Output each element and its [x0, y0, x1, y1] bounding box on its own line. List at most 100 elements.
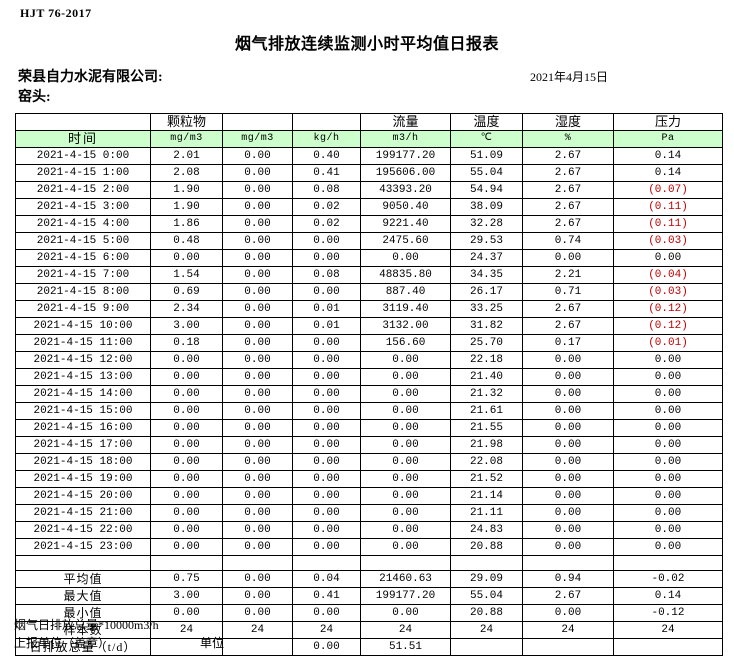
header-unit-flow: m3/h: [360, 130, 451, 148]
table-row: 2021-4-15 12:00 0.00 0.00 0.00 0.00 22.18 0.00…: [15, 351, 723, 369]
cell-particulate-rate: 0.00: [292, 385, 361, 403]
cell-flow: 0.00: [360, 419, 451, 437]
cell-particulate-std: 0.00: [222, 587, 293, 605]
table-row: 2021-4-15 10:00 3.00 0.00 0.01 3132.00 31.82 2…: [15, 317, 723, 335]
cell-particulate-rate: 24: [292, 621, 361, 639]
table-row: 2021-4-15 9:00 2.34 0.00 0.01 3119.40 33.25 2.…: [15, 300, 723, 318]
cell-particulate-conc: 0.00: [150, 470, 223, 488]
cell-temperature: 20.88: [450, 538, 523, 556]
cell-particulate-std: 0.00: [222, 198, 293, 216]
cell-temperature: 21.40: [450, 368, 523, 386]
cell-particulate-conc: 3.00: [150, 317, 223, 335]
cell-particulate-conc: 0.00: [150, 368, 223, 386]
cell-temperature: 33.25: [450, 300, 523, 318]
table-row: 2021-4-15 15:00 0.00 0.00 0.00 0.00 21.61 0.00…: [15, 402, 723, 420]
footnote-reporter: 上报单位（盖章）: [14, 636, 111, 650]
cell-particulate-std: 0.00: [222, 215, 293, 233]
table-row: 2021-4-15 7:00 1.54 0.00 0.08 48835.80 34.35 2…: [15, 266, 723, 284]
cell-particulate-std: 0.00: [222, 487, 293, 505]
cell-flow: 21460.63: [360, 570, 451, 588]
cell-particulate-rate: 0.01: [292, 300, 361, 318]
cell-particulate-std: 0.00: [222, 147, 293, 165]
cell-temperature: 32.28: [450, 215, 523, 233]
cell-particulate-conc: 0.00: [150, 487, 223, 505]
cell-temperature: 21.14: [450, 487, 523, 505]
cell-time: 2021-4-15 22:00: [15, 521, 151, 539]
cell-flow: 195606.00: [360, 164, 451, 182]
cell-flow: 0.00: [360, 368, 451, 386]
cell-particulate-rate: 0.00: [292, 351, 361, 369]
cell-pressure: 0.14: [613, 164, 723, 182]
cell-temperature: 20.88: [450, 604, 523, 622]
table-row: 2021-4-15 13:00 0.00 0.00 0.00 0.00 21.40 0.00…: [15, 368, 723, 386]
header-group-pressure: 压力: [613, 113, 723, 131]
cell-temperature: 25.70: [450, 334, 523, 352]
cell-particulate-conc: 1.86: [150, 215, 223, 233]
cell-pressure: (0.11): [613, 215, 723, 233]
spacer-cell: [150, 555, 223, 571]
cell-particulate-std: 24: [222, 621, 293, 639]
cell-particulate-conc: 0.00: [150, 419, 223, 437]
cell-time: 2021-4-15 4:00: [15, 215, 151, 233]
cell-time: 2021-4-15 6:00: [15, 249, 151, 267]
cell-temperature: 22.18: [450, 351, 523, 369]
header-unit-temperature: ℃: [450, 130, 523, 148]
cell-humidity: 2.67: [522, 300, 614, 318]
cell-particulate-rate: 0.00: [292, 487, 361, 505]
cell-pressure: 0.14: [613, 147, 723, 165]
standard-code: HJT 76-2017: [20, 6, 92, 20]
cell-particulate-std: 0.00: [222, 436, 293, 454]
cell-temperature: [450, 638, 523, 656]
cell-flow: 0.00: [360, 385, 451, 403]
cell-humidity: 24: [522, 621, 614, 639]
cell-particulate-std: 0.00: [222, 604, 293, 622]
cell-pressure: (0.04): [613, 266, 723, 284]
cell-particulate-std: 0.00: [222, 453, 293, 471]
cell-time: 2021-4-15 10:00: [15, 317, 151, 335]
spacer-cell: [522, 555, 614, 571]
cell-particulate-rate: 0.00: [292, 453, 361, 471]
cell-particulate-rate: 0.00: [292, 283, 361, 301]
cell-time: 2021-4-15 3:00: [15, 198, 151, 216]
table-row: 2021-4-15 17:00 0.00 0.00 0.00 0.00 21.98 0.00…: [15, 436, 723, 454]
table-summary-row: 平均值 0.75 0.00 0.04 21460.63 29.09 0.94 -0.02: [15, 570, 723, 588]
spacer-cell: [292, 555, 361, 571]
cell-particulate-std: 0.00: [222, 504, 293, 522]
page-title: 烟气排放连续监测小时平均值日报表: [234, 36, 499, 53]
cell-time: 2021-4-15 17:00: [15, 436, 151, 454]
cell-temperature: 51.09: [450, 147, 523, 165]
cell-temperature: 22.08: [450, 453, 523, 471]
header-unit-time: 时间: [15, 130, 151, 148]
cell-pressure: 0.00: [613, 351, 723, 369]
cell-flow: 3119.40: [360, 300, 451, 318]
cell-particulate-rate: 0.02: [292, 215, 361, 233]
cell-particulate-rate: 0.00: [292, 470, 361, 488]
cell-time: 2021-4-15 19:00: [15, 470, 151, 488]
cell-particulate-rate: 0.01: [292, 317, 361, 335]
table-row: 2021-4-15 3:00 1.90 0.00 0.02 9050.40 38.09 2.…: [15, 198, 723, 216]
cell-particulate-std: 0.00: [222, 266, 293, 284]
cell-particulate-std: 0.00: [222, 317, 293, 335]
cell-particulate-std: 0.00: [222, 334, 293, 352]
cell-time: 2021-4-15 23:00: [15, 538, 151, 556]
cell-pressure: 0.00: [613, 419, 723, 437]
cell-pressure: 0.00: [613, 453, 723, 471]
cell-humidity: 2.21: [522, 266, 614, 284]
cell-time: 2021-4-15 2:00: [15, 181, 151, 199]
cell-summary-label: 日排放总量（t/d）: [15, 638, 151, 656]
cell-humidity: 0.00: [522, 436, 614, 454]
footnote-total-emission: 烟气日排放总量*10000m3/h: [14, 618, 159, 632]
cell-pressure: 0.00: [613, 249, 723, 267]
cell-flow: 0.00: [360, 453, 451, 471]
cell-humidity: 0.00: [522, 604, 614, 622]
header-group-flow: 流量: [360, 113, 451, 131]
cell-pressure: -0.12: [613, 604, 723, 622]
cell-flow: 887.40: [360, 283, 451, 301]
table-summary-row: 日排放总量（t/d） 0.00 51.51: [15, 638, 723, 656]
cell-temperature: 55.04: [450, 164, 523, 182]
header-unit-humidity: %: [522, 130, 614, 148]
cell-pressure: 0.00: [613, 402, 723, 420]
cell-particulate-rate: 0.00: [292, 436, 361, 454]
cell-time: 2021-4-15 1:00: [15, 164, 151, 182]
table-row: 2021-4-15 2:00 1.90 0.00 0.08 43393.20 54.94 2…: [15, 181, 723, 199]
